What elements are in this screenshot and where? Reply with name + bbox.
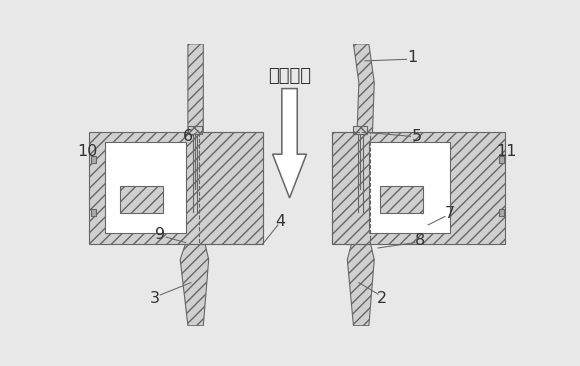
Text: 4: 4 <box>276 213 285 228</box>
Bar <box>380 186 423 213</box>
Bar <box>332 132 505 244</box>
Text: 10: 10 <box>78 144 98 159</box>
Text: 3: 3 <box>150 291 160 306</box>
Text: 1: 1 <box>408 50 418 65</box>
Polygon shape <box>180 44 209 326</box>
Bar <box>369 142 450 234</box>
Text: 5: 5 <box>412 129 422 144</box>
Bar <box>353 126 367 134</box>
Text: 7: 7 <box>445 206 455 221</box>
Text: 9: 9 <box>155 227 165 242</box>
Bar <box>200 132 263 244</box>
Text: 2: 2 <box>377 291 387 306</box>
Text: 8: 8 <box>415 233 426 248</box>
Bar <box>499 156 503 163</box>
Text: 6: 6 <box>183 129 193 144</box>
Text: 11: 11 <box>496 144 517 159</box>
Bar <box>89 132 263 244</box>
Polygon shape <box>347 44 374 326</box>
Bar <box>499 209 503 216</box>
Bar <box>105 142 186 234</box>
Bar <box>188 126 202 134</box>
Bar <box>91 156 96 163</box>
Polygon shape <box>273 89 306 198</box>
Text: 石膏料浆: 石膏料浆 <box>268 67 311 85</box>
Bar <box>332 132 371 244</box>
Bar <box>91 209 96 216</box>
Bar <box>120 186 162 213</box>
